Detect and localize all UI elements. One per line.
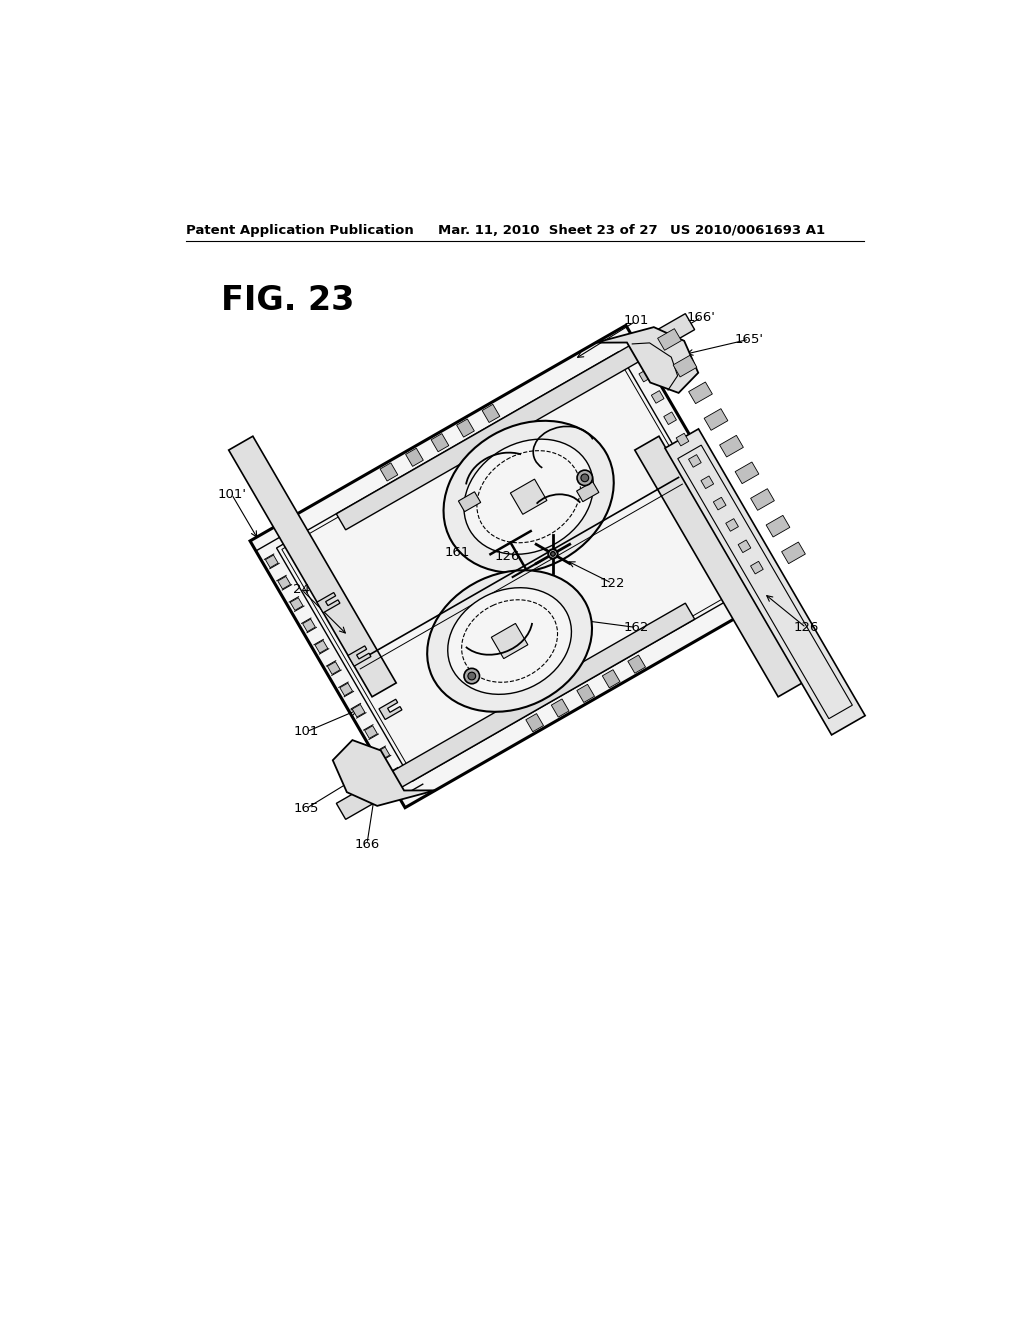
Text: US 2010/0061693 A1: US 2010/0061693 A1 (671, 223, 825, 236)
Polygon shape (720, 436, 743, 457)
Polygon shape (525, 714, 544, 731)
Polygon shape (577, 482, 599, 502)
Circle shape (468, 672, 475, 680)
Polygon shape (328, 661, 340, 675)
Polygon shape (406, 449, 423, 466)
Polygon shape (315, 640, 328, 653)
Polygon shape (781, 543, 805, 564)
Polygon shape (303, 619, 315, 632)
Polygon shape (510, 479, 547, 515)
Polygon shape (352, 705, 365, 717)
Polygon shape (639, 370, 651, 381)
Polygon shape (657, 329, 681, 350)
Polygon shape (379, 700, 402, 719)
Circle shape (581, 474, 589, 482)
Polygon shape (596, 327, 698, 393)
Polygon shape (705, 409, 728, 430)
Polygon shape (457, 418, 474, 437)
Polygon shape (377, 747, 390, 760)
Ellipse shape (427, 570, 592, 711)
Text: 161: 161 (444, 545, 470, 558)
Text: 126: 126 (794, 622, 819, 634)
Polygon shape (701, 477, 714, 488)
Ellipse shape (447, 587, 571, 694)
Polygon shape (336, 314, 694, 529)
Polygon shape (348, 645, 371, 667)
Polygon shape (676, 433, 689, 446)
Polygon shape (688, 381, 713, 404)
Polygon shape (688, 454, 701, 467)
Polygon shape (635, 436, 803, 697)
Polygon shape (492, 623, 527, 659)
Text: Mar. 11, 2010  Sheet 23 of 27: Mar. 11, 2010 Sheet 23 of 27 (438, 223, 657, 236)
Text: 122: 122 (599, 577, 625, 590)
Text: 166': 166' (687, 310, 716, 323)
Text: 24: 24 (293, 583, 310, 597)
Polygon shape (673, 355, 697, 378)
Polygon shape (290, 598, 303, 610)
Polygon shape (577, 684, 595, 702)
Ellipse shape (464, 440, 593, 554)
Polygon shape (664, 412, 677, 425)
Polygon shape (714, 498, 726, 510)
Text: 165': 165' (734, 333, 764, 346)
Polygon shape (628, 655, 645, 673)
Polygon shape (317, 593, 340, 612)
Polygon shape (333, 741, 435, 807)
Polygon shape (751, 488, 774, 511)
Circle shape (464, 668, 479, 684)
Polygon shape (602, 669, 620, 688)
Polygon shape (278, 577, 291, 589)
Text: 165: 165 (293, 803, 318, 814)
Polygon shape (265, 554, 279, 568)
Polygon shape (738, 540, 751, 553)
Polygon shape (365, 726, 378, 738)
Polygon shape (459, 492, 480, 512)
Text: 101: 101 (294, 725, 319, 738)
Text: 162: 162 (624, 620, 648, 634)
Text: FIG. 23: FIG. 23 (221, 284, 354, 317)
Polygon shape (751, 561, 763, 574)
Polygon shape (389, 768, 402, 781)
Polygon shape (726, 519, 738, 531)
Polygon shape (551, 700, 569, 717)
Polygon shape (651, 391, 664, 403)
Circle shape (551, 552, 555, 556)
Text: 101': 101' (217, 487, 246, 500)
Polygon shape (482, 404, 500, 422)
Circle shape (548, 549, 558, 558)
Text: 126: 126 (495, 549, 520, 562)
Polygon shape (735, 462, 759, 483)
Polygon shape (228, 436, 396, 697)
Polygon shape (380, 463, 397, 480)
Polygon shape (665, 429, 865, 735)
Polygon shape (340, 682, 352, 696)
Circle shape (578, 470, 593, 486)
Polygon shape (250, 325, 781, 808)
Polygon shape (431, 433, 449, 451)
Polygon shape (627, 348, 639, 360)
Polygon shape (336, 603, 694, 820)
Text: 166: 166 (354, 837, 380, 850)
Text: Patent Application Publication: Patent Application Publication (186, 223, 414, 236)
Polygon shape (766, 515, 790, 537)
Text: 101: 101 (624, 314, 649, 327)
Ellipse shape (443, 421, 613, 573)
